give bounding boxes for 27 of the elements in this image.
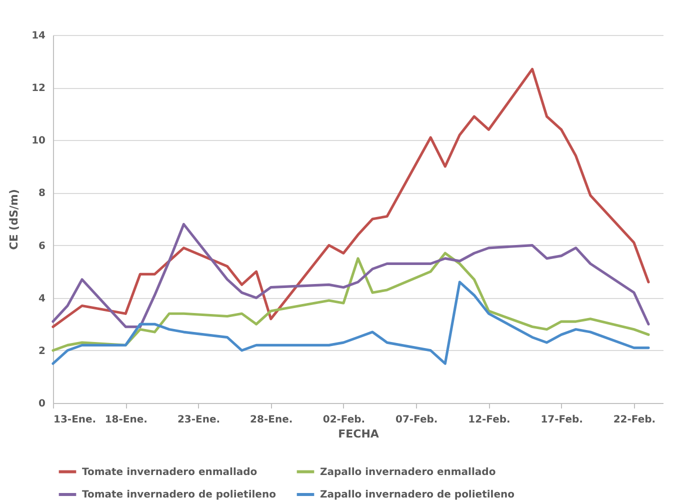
legend-label: Tomate invernadero de polietileno	[82, 490, 276, 500]
y-tick-label: 12	[32, 83, 46, 94]
legend-label: Tomate invernadero enmallado	[82, 466, 258, 478]
x-tick-label: 23-Ene.	[177, 414, 220, 426]
x-tick-label: 22-Feb.	[613, 414, 656, 426]
y-axis-title: CE (dS/m)	[8, 189, 21, 250]
y-tick-label: 8	[38, 188, 46, 200]
y-tick-label: 4	[38, 293, 46, 304]
x-axis-title: FECHA	[338, 428, 380, 440]
line-series	[52, 222, 650, 328]
y-tick-label: 0	[38, 398, 46, 410]
x-tick-label: 07-Feb.	[395, 414, 438, 426]
legend-label: Zapallo invernadero enmallado	[320, 466, 496, 478]
y-tick-label: 2	[38, 346, 46, 357]
line-series	[52, 252, 650, 352]
x-tick-label: 12-Feb.	[468, 414, 510, 426]
x-tick-label: 18-Ene.	[104, 414, 148, 426]
line-series	[52, 280, 650, 365]
legend-label: Zapallo invernadero de polietileno	[320, 490, 515, 500]
y-tick-label: 10	[32, 136, 46, 147]
x-tick-label: 17-Feb.	[540, 414, 583, 426]
x-tick-label: 13-Ene.	[54, 414, 96, 426]
y-tick-label: 6	[38, 240, 46, 252]
y-tick-label: 14	[32, 30, 46, 42]
line-series	[52, 68, 650, 328]
x-tick-label: 02-Feb.	[322, 414, 366, 426]
x-tick-label: 28-Ene.	[250, 414, 293, 426]
